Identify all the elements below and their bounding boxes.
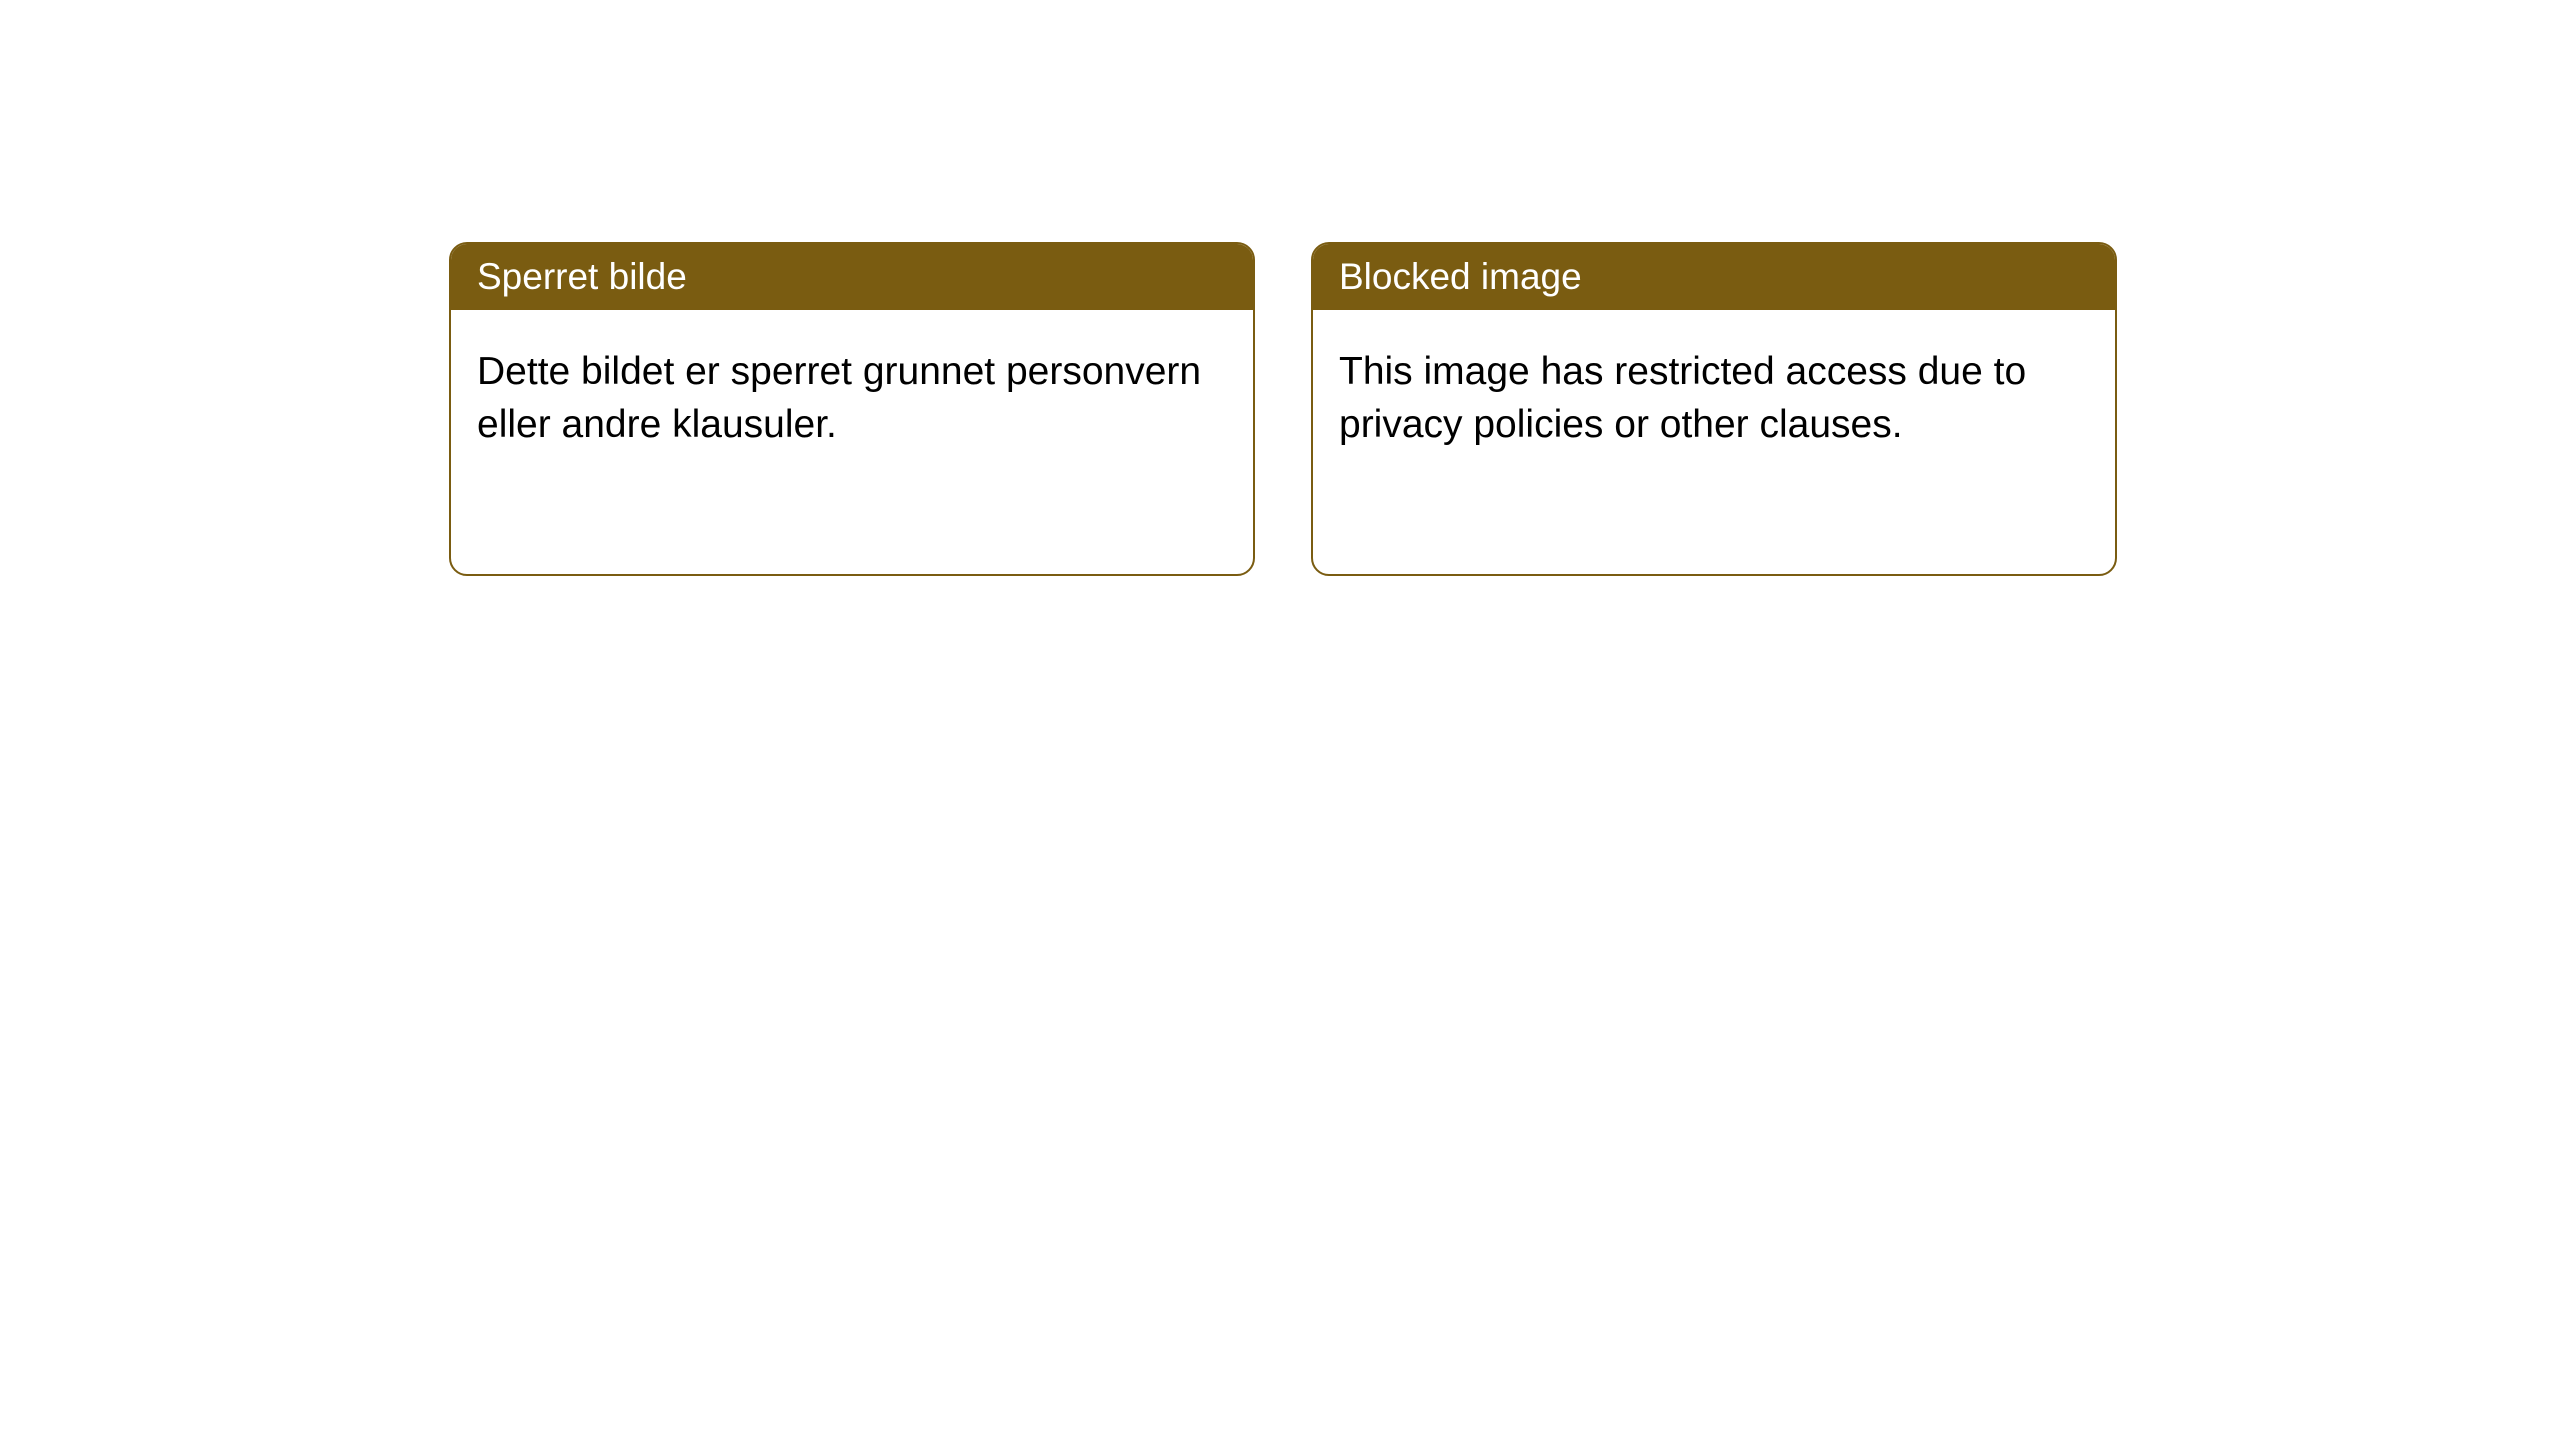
- card-title: Blocked image: [1339, 256, 1582, 297]
- notice-card-english: Blocked image This image has restricted …: [1311, 242, 2117, 576]
- card-title: Sperret bilde: [477, 256, 687, 297]
- card-body: Dette bildet er sperret grunnet personve…: [451, 310, 1253, 487]
- notice-container: Sperret bilde Dette bildet er sperret gr…: [0, 0, 2560, 576]
- card-header: Sperret bilde: [451, 244, 1253, 310]
- card-body: This image has restricted access due to …: [1313, 310, 2115, 487]
- notice-card-norwegian: Sperret bilde Dette bildet er sperret gr…: [449, 242, 1255, 576]
- card-body-text: Dette bildet er sperret grunnet personve…: [477, 350, 1201, 446]
- card-header: Blocked image: [1313, 244, 2115, 310]
- card-body-text: This image has restricted access due to …: [1339, 350, 2026, 446]
